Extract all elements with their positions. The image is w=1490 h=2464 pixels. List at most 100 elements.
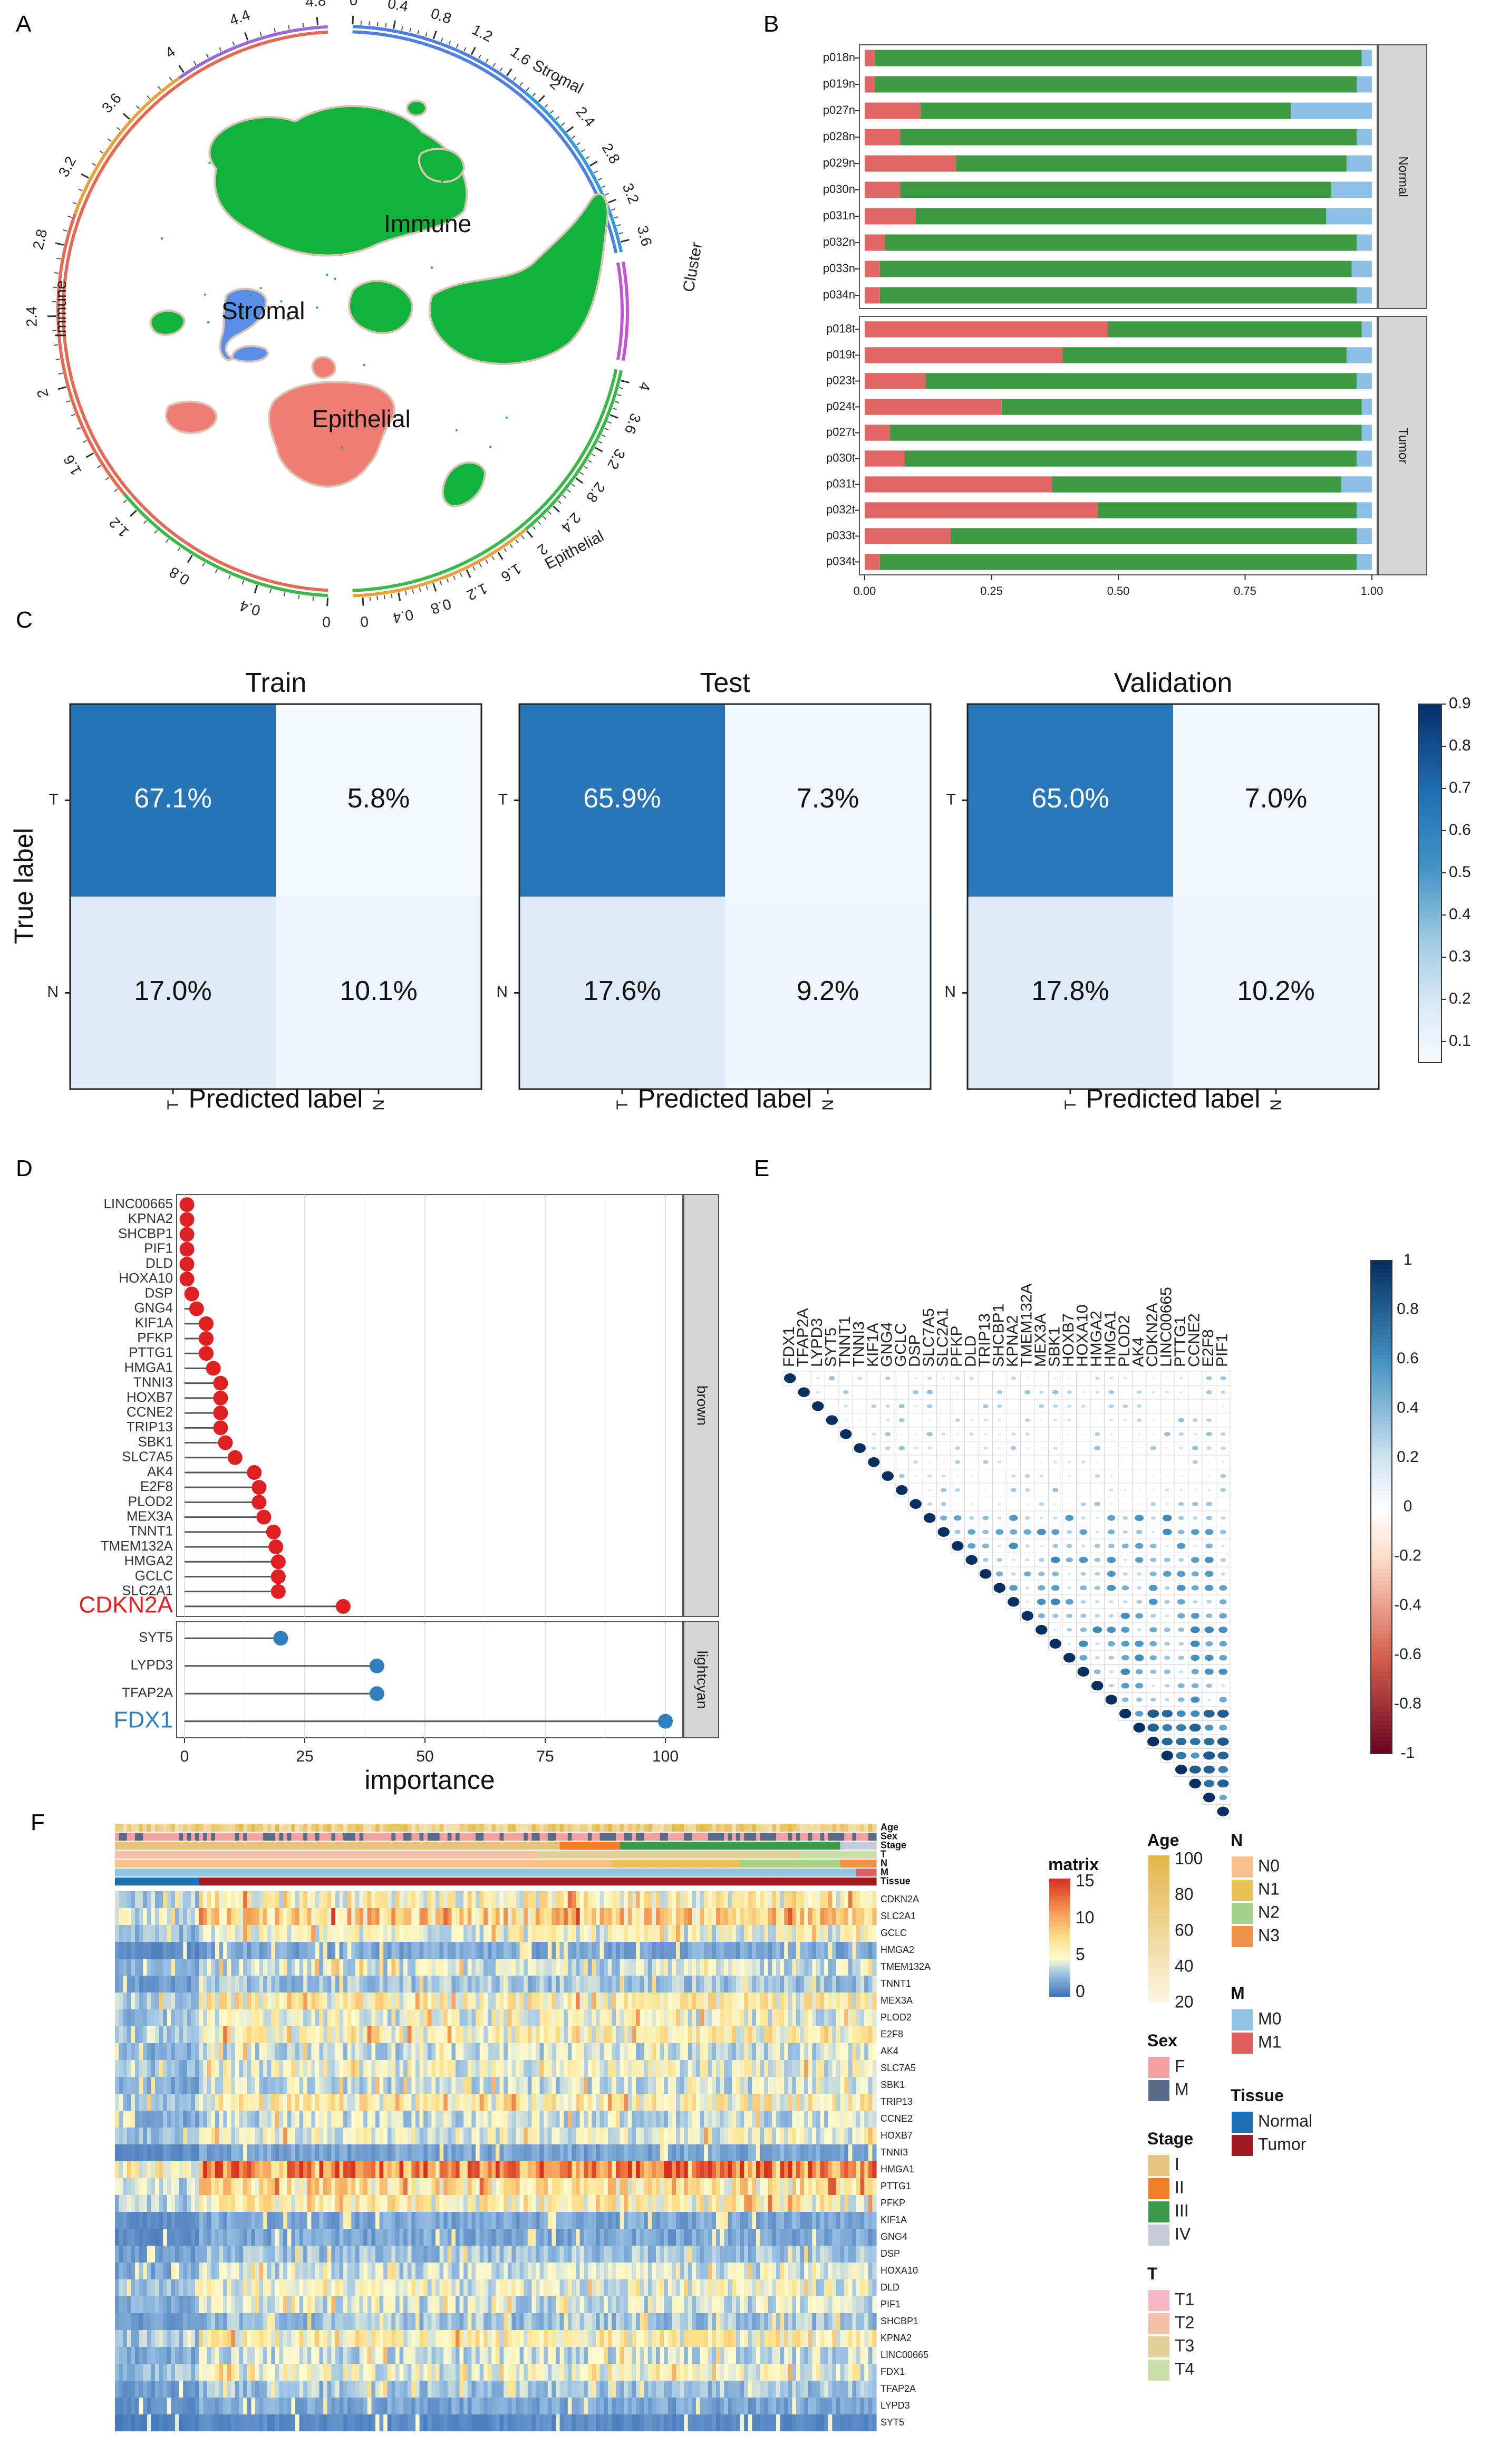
heatmap-cell xyxy=(243,2009,248,2026)
heatmap-cell xyxy=(399,1976,404,1993)
annotation-cell xyxy=(351,1878,356,1885)
annotation-cell xyxy=(127,1869,131,1876)
heatmap-cell xyxy=(291,1925,296,1942)
annotation-cell xyxy=(479,1851,484,1859)
annotation-cell xyxy=(676,1851,681,1859)
heatmap-cell xyxy=(347,1993,352,2009)
heatmap-cell xyxy=(479,2026,484,2043)
annotation-cell xyxy=(728,1851,732,1859)
immune-minor-tick xyxy=(274,28,276,33)
bar-category-label: p018t xyxy=(826,322,855,335)
heatmap-cell xyxy=(335,1891,340,1908)
heatmap-cell xyxy=(227,1925,231,1942)
heatmap-cell xyxy=(123,1908,128,1925)
heatmap-cell xyxy=(143,1891,148,1908)
heatmap-cell xyxy=(564,2026,568,2043)
annotation-cell xyxy=(547,1851,552,1859)
heatmap-cell xyxy=(519,1942,524,1959)
annotation-cell xyxy=(291,1869,296,1876)
heatmap-cell xyxy=(776,2009,781,2026)
heatmap-cell xyxy=(275,2009,280,2026)
corr-gene-label: LINC00665 xyxy=(1158,1287,1175,1367)
heatmap-cell xyxy=(800,1976,805,1993)
heatmap-cell xyxy=(828,2026,833,2043)
epithelial-minor-tick xyxy=(472,566,476,571)
corr-glyph xyxy=(1108,1529,1115,1535)
heatmap-cell xyxy=(796,1976,801,1993)
annotation-cell xyxy=(572,1842,576,1850)
annotation-cell xyxy=(692,1833,696,1841)
heatmap-cell xyxy=(323,1908,328,1925)
annotation-cell xyxy=(183,1833,188,1841)
corr-glyph xyxy=(1108,1404,1114,1408)
heatmap-cell xyxy=(864,1908,869,1925)
heatmap-cell xyxy=(632,1959,636,1976)
heatmap-cell xyxy=(864,1976,869,1993)
heatmap-cell xyxy=(151,1942,156,1959)
annotation-cell xyxy=(375,1833,380,1841)
heatmap-cell xyxy=(199,1942,204,1959)
annotation-cell xyxy=(760,1824,765,1832)
bar-category-label: p033n xyxy=(823,262,855,275)
heatmap-cell xyxy=(175,1891,180,1908)
heatmap-cell xyxy=(768,1891,772,1908)
annotation-cell xyxy=(720,1860,724,1868)
heatmap-cell xyxy=(447,2026,452,2043)
heatmap-cell xyxy=(547,1942,552,1959)
gene-label: PIF1 xyxy=(144,1240,173,1256)
annotation-cell xyxy=(271,1842,276,1850)
heatmap-cell xyxy=(399,1891,404,1908)
heatmap-cell xyxy=(411,2009,416,2026)
annotation-cell xyxy=(684,1869,689,1876)
heatmap-cell xyxy=(672,1993,676,2009)
heatmap-cell xyxy=(616,1942,621,1959)
heatmap-cell xyxy=(311,1959,316,1976)
corr-glyph xyxy=(1138,1461,1141,1464)
heatmap-cell xyxy=(147,2009,151,2026)
corr-glyph xyxy=(1077,1667,1089,1677)
annotation-cell xyxy=(467,1860,472,1868)
corr-glyph xyxy=(1150,1669,1157,1674)
annotation-cell xyxy=(872,1842,877,1850)
heatmap-cell xyxy=(491,2009,496,2026)
heatmap-cell xyxy=(463,1925,468,1942)
heatmap-cell xyxy=(283,1908,288,1925)
heatmap-cell xyxy=(479,1925,484,1942)
annotation-cell xyxy=(199,1824,204,1832)
annotation-cell xyxy=(131,1851,136,1859)
annotation-cell xyxy=(307,1851,312,1859)
heatmap-cell xyxy=(303,1993,308,2009)
heatmap-cell xyxy=(135,1942,140,1959)
heatmap-cell xyxy=(267,1942,272,1959)
annotation-cell xyxy=(143,1851,148,1859)
heatmap-cell xyxy=(339,2026,344,2043)
matrix-title: Test xyxy=(700,668,750,698)
colorbar-segment xyxy=(1418,743,1441,748)
annotation-row-label: Tissue xyxy=(881,1875,911,1886)
colorbar-segment xyxy=(1418,1048,1441,1053)
corr-glyph xyxy=(1220,1529,1226,1534)
lollipop-point xyxy=(179,1227,195,1242)
colorbar-segment xyxy=(1371,1490,1392,1496)
annotation-cell xyxy=(227,1833,231,1841)
corr-glyph xyxy=(1206,1432,1213,1437)
umap-label-immune: Immune xyxy=(384,210,471,237)
heatmap-cell xyxy=(728,1942,732,1959)
heatmap-cell xyxy=(652,1942,656,1959)
heatmap-cell xyxy=(315,1993,320,2009)
corr-glyph xyxy=(1123,1377,1127,1380)
heatmap-cell xyxy=(704,2009,709,2026)
annotation-cell xyxy=(147,1851,151,1859)
heatmap-cell xyxy=(800,1959,805,1976)
annotation-cell xyxy=(223,1878,228,1885)
heatmap-cell xyxy=(199,1908,204,1925)
annotation-cell xyxy=(844,1869,849,1876)
bar-segment-stromal xyxy=(1361,50,1372,66)
annotation-cell xyxy=(607,1833,612,1841)
immune-minor-tick xyxy=(99,150,104,154)
heatmap-cell xyxy=(587,1942,592,1959)
heatmap-cell xyxy=(283,1891,288,1908)
heatmap-cell xyxy=(195,1891,200,1908)
heatmap-cell xyxy=(632,2026,636,2043)
